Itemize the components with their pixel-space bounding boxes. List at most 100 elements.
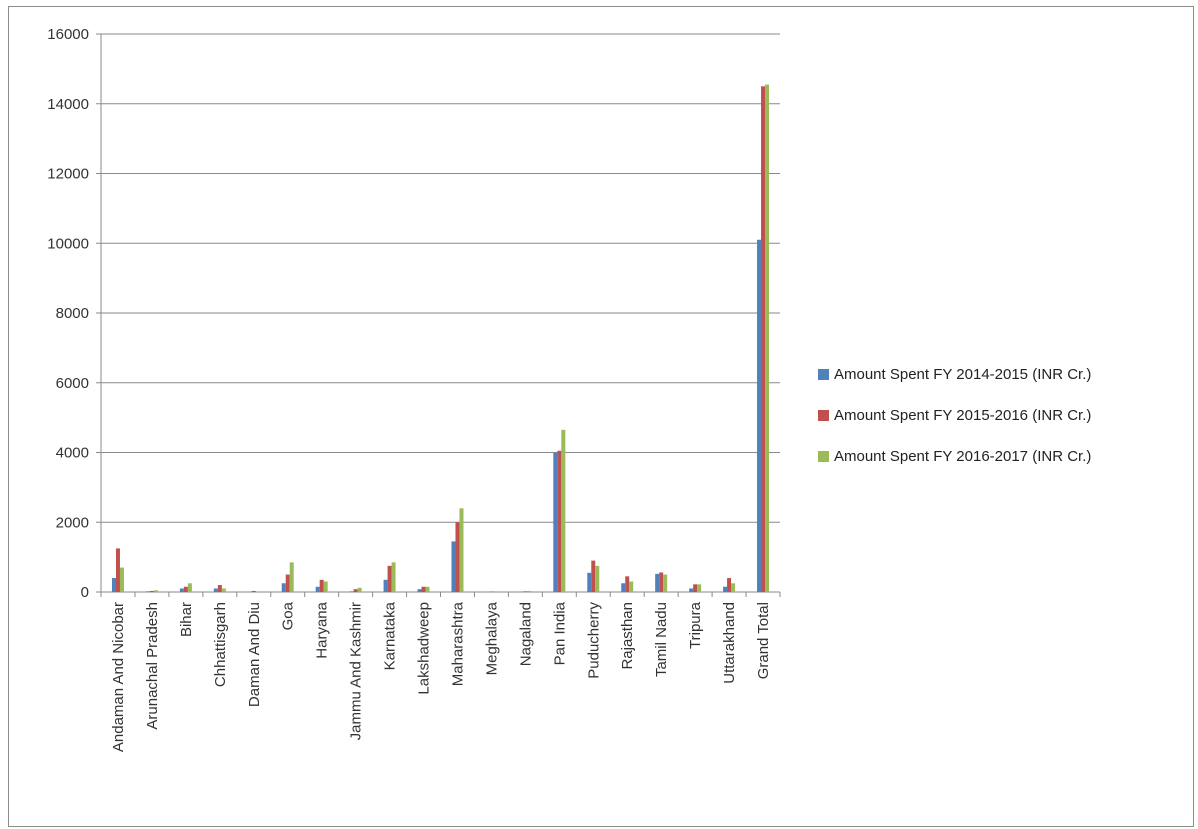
bar-2-13 xyxy=(523,591,528,592)
bar-1-1 xyxy=(111,578,116,592)
legend-swatch xyxy=(818,451,829,462)
y-tick-label: 0 xyxy=(81,584,89,601)
bar-2-19 xyxy=(727,578,732,592)
bar-1-18 xyxy=(689,588,694,592)
legend-label: Amount Spent FY 2014-2015 (INR Cr.) xyxy=(834,366,1091,383)
bar-1-12 xyxy=(485,591,490,593)
x-tick-label: Rajasthan xyxy=(619,602,636,670)
x-tick-label: Uttarakhand xyxy=(721,602,738,684)
y-tick-label: 6000 xyxy=(56,375,89,392)
bar-2-2 xyxy=(149,590,154,592)
bar-3-4 xyxy=(221,588,226,592)
bar-3-3 xyxy=(187,583,192,592)
bar-1-10 xyxy=(417,589,422,592)
bar-2-14 xyxy=(557,450,562,592)
x-tick-label: Lakshadweep xyxy=(416,602,433,695)
chart-frame xyxy=(8,6,1194,827)
bar-1-5 xyxy=(247,591,252,593)
bar-2-4 xyxy=(217,585,222,592)
bar-2-16 xyxy=(625,576,630,592)
x-tick-label: Grand Total xyxy=(755,602,772,679)
bar-2-11 xyxy=(455,522,460,592)
bar-3-14 xyxy=(561,429,566,592)
bar-1-14 xyxy=(553,452,558,592)
bar-1-8 xyxy=(349,591,354,592)
y-tick-label: 12000 xyxy=(47,166,89,183)
bar-3-11 xyxy=(459,508,464,592)
bar-1-2 xyxy=(145,591,150,592)
bar-1-3 xyxy=(179,588,184,592)
x-tick-label: Daman And Diu xyxy=(246,602,263,707)
y-tick-label: 16000 xyxy=(47,26,89,43)
legend-label: Amount Spent FY 2016-2017 (INR Cr.) xyxy=(834,448,1091,465)
bar-3-2 xyxy=(153,590,158,592)
bar-1-16 xyxy=(621,583,626,592)
x-tick-label: Goa xyxy=(280,601,297,630)
bar-2-5 xyxy=(251,590,256,592)
axes xyxy=(96,33,781,597)
x-tick-label: Tamil Nadu xyxy=(653,602,670,677)
bar-1-20 xyxy=(757,239,762,592)
bar-3-1 xyxy=(119,567,124,592)
bar-1-17 xyxy=(655,573,660,592)
y-tick-labels: 0 2000 4000 6000 8000 10000 12000 14000 16000 xyxy=(47,26,89,601)
bar-3-8 xyxy=(357,587,362,592)
legend-label: Amount Spent FY 2015-2016 (INR Cr.) xyxy=(834,407,1091,424)
x-tick-label: Haryana xyxy=(314,601,331,658)
x-tick-label: Meghalaya xyxy=(483,601,500,675)
x-tick-label: Jammu And Kashmir xyxy=(348,602,365,740)
bar-3-6 xyxy=(289,562,294,592)
x-tick-label: Nagaland xyxy=(517,602,534,666)
bar-3-5 xyxy=(255,591,260,592)
bar-1-11 xyxy=(451,541,456,592)
bar-2-12 xyxy=(489,591,494,592)
bar-3-18 xyxy=(697,584,702,592)
legend-swatch xyxy=(818,369,829,380)
bar-1-6 xyxy=(281,583,286,592)
x-tick-label: Tripura xyxy=(687,601,704,649)
bar-3-13 xyxy=(527,590,532,592)
bar-1-4 xyxy=(213,588,218,592)
y-tick-label: 2000 xyxy=(56,514,89,531)
bar-3-10 xyxy=(425,586,430,592)
bar-3-12 xyxy=(493,591,498,592)
bar-2-6 xyxy=(285,574,290,592)
y-tick-label: 4000 xyxy=(56,445,89,462)
bar-2-3 xyxy=(183,586,188,592)
bar-2-17 xyxy=(659,572,664,592)
legend: Amount Spent FY 2014-2015 (INR Cr.) Amoun… xyxy=(818,366,1091,465)
bar-1-19 xyxy=(723,586,728,592)
x-tick-label: Pan India xyxy=(551,601,568,665)
bar-2-15 xyxy=(591,560,596,592)
gridlines xyxy=(101,33,780,523)
bar-3-17 xyxy=(663,574,668,592)
bar-3-9 xyxy=(391,562,396,592)
bar-2-18 xyxy=(693,584,698,592)
y-tick-label: 10000 xyxy=(47,235,89,252)
x-tick-label: Arunachal Pradesh xyxy=(144,602,161,730)
bar-2-8 xyxy=(353,589,358,592)
legend-swatch xyxy=(818,410,829,421)
bar-2-9 xyxy=(387,565,392,592)
bar-1-9 xyxy=(383,579,388,592)
x-tick-label: Puducherry xyxy=(585,602,602,679)
bar-1-13 xyxy=(519,591,524,593)
x-tick-label: Bihar xyxy=(178,602,195,637)
bar-3-19 xyxy=(731,583,736,592)
x-tick-label: Chhattisgarh xyxy=(212,602,229,687)
bar-2-10 xyxy=(421,586,426,592)
bar-2-1 xyxy=(115,548,120,592)
y-tick-label: 8000 xyxy=(56,305,89,322)
bar-2-7 xyxy=(319,579,324,592)
bar-3-16 xyxy=(629,581,634,592)
x-tick-label: Andaman And Nicobar xyxy=(110,602,127,752)
x-tick-label: Maharashtra xyxy=(449,601,466,686)
y-tick-label: 14000 xyxy=(47,96,89,113)
x-tick-label: Karnataka xyxy=(382,601,399,670)
bar-3-15 xyxy=(595,565,600,592)
bars xyxy=(111,84,770,593)
bar-1-15 xyxy=(587,572,592,592)
bar-1-7 xyxy=(315,586,320,592)
bar-2-20 xyxy=(761,86,766,592)
